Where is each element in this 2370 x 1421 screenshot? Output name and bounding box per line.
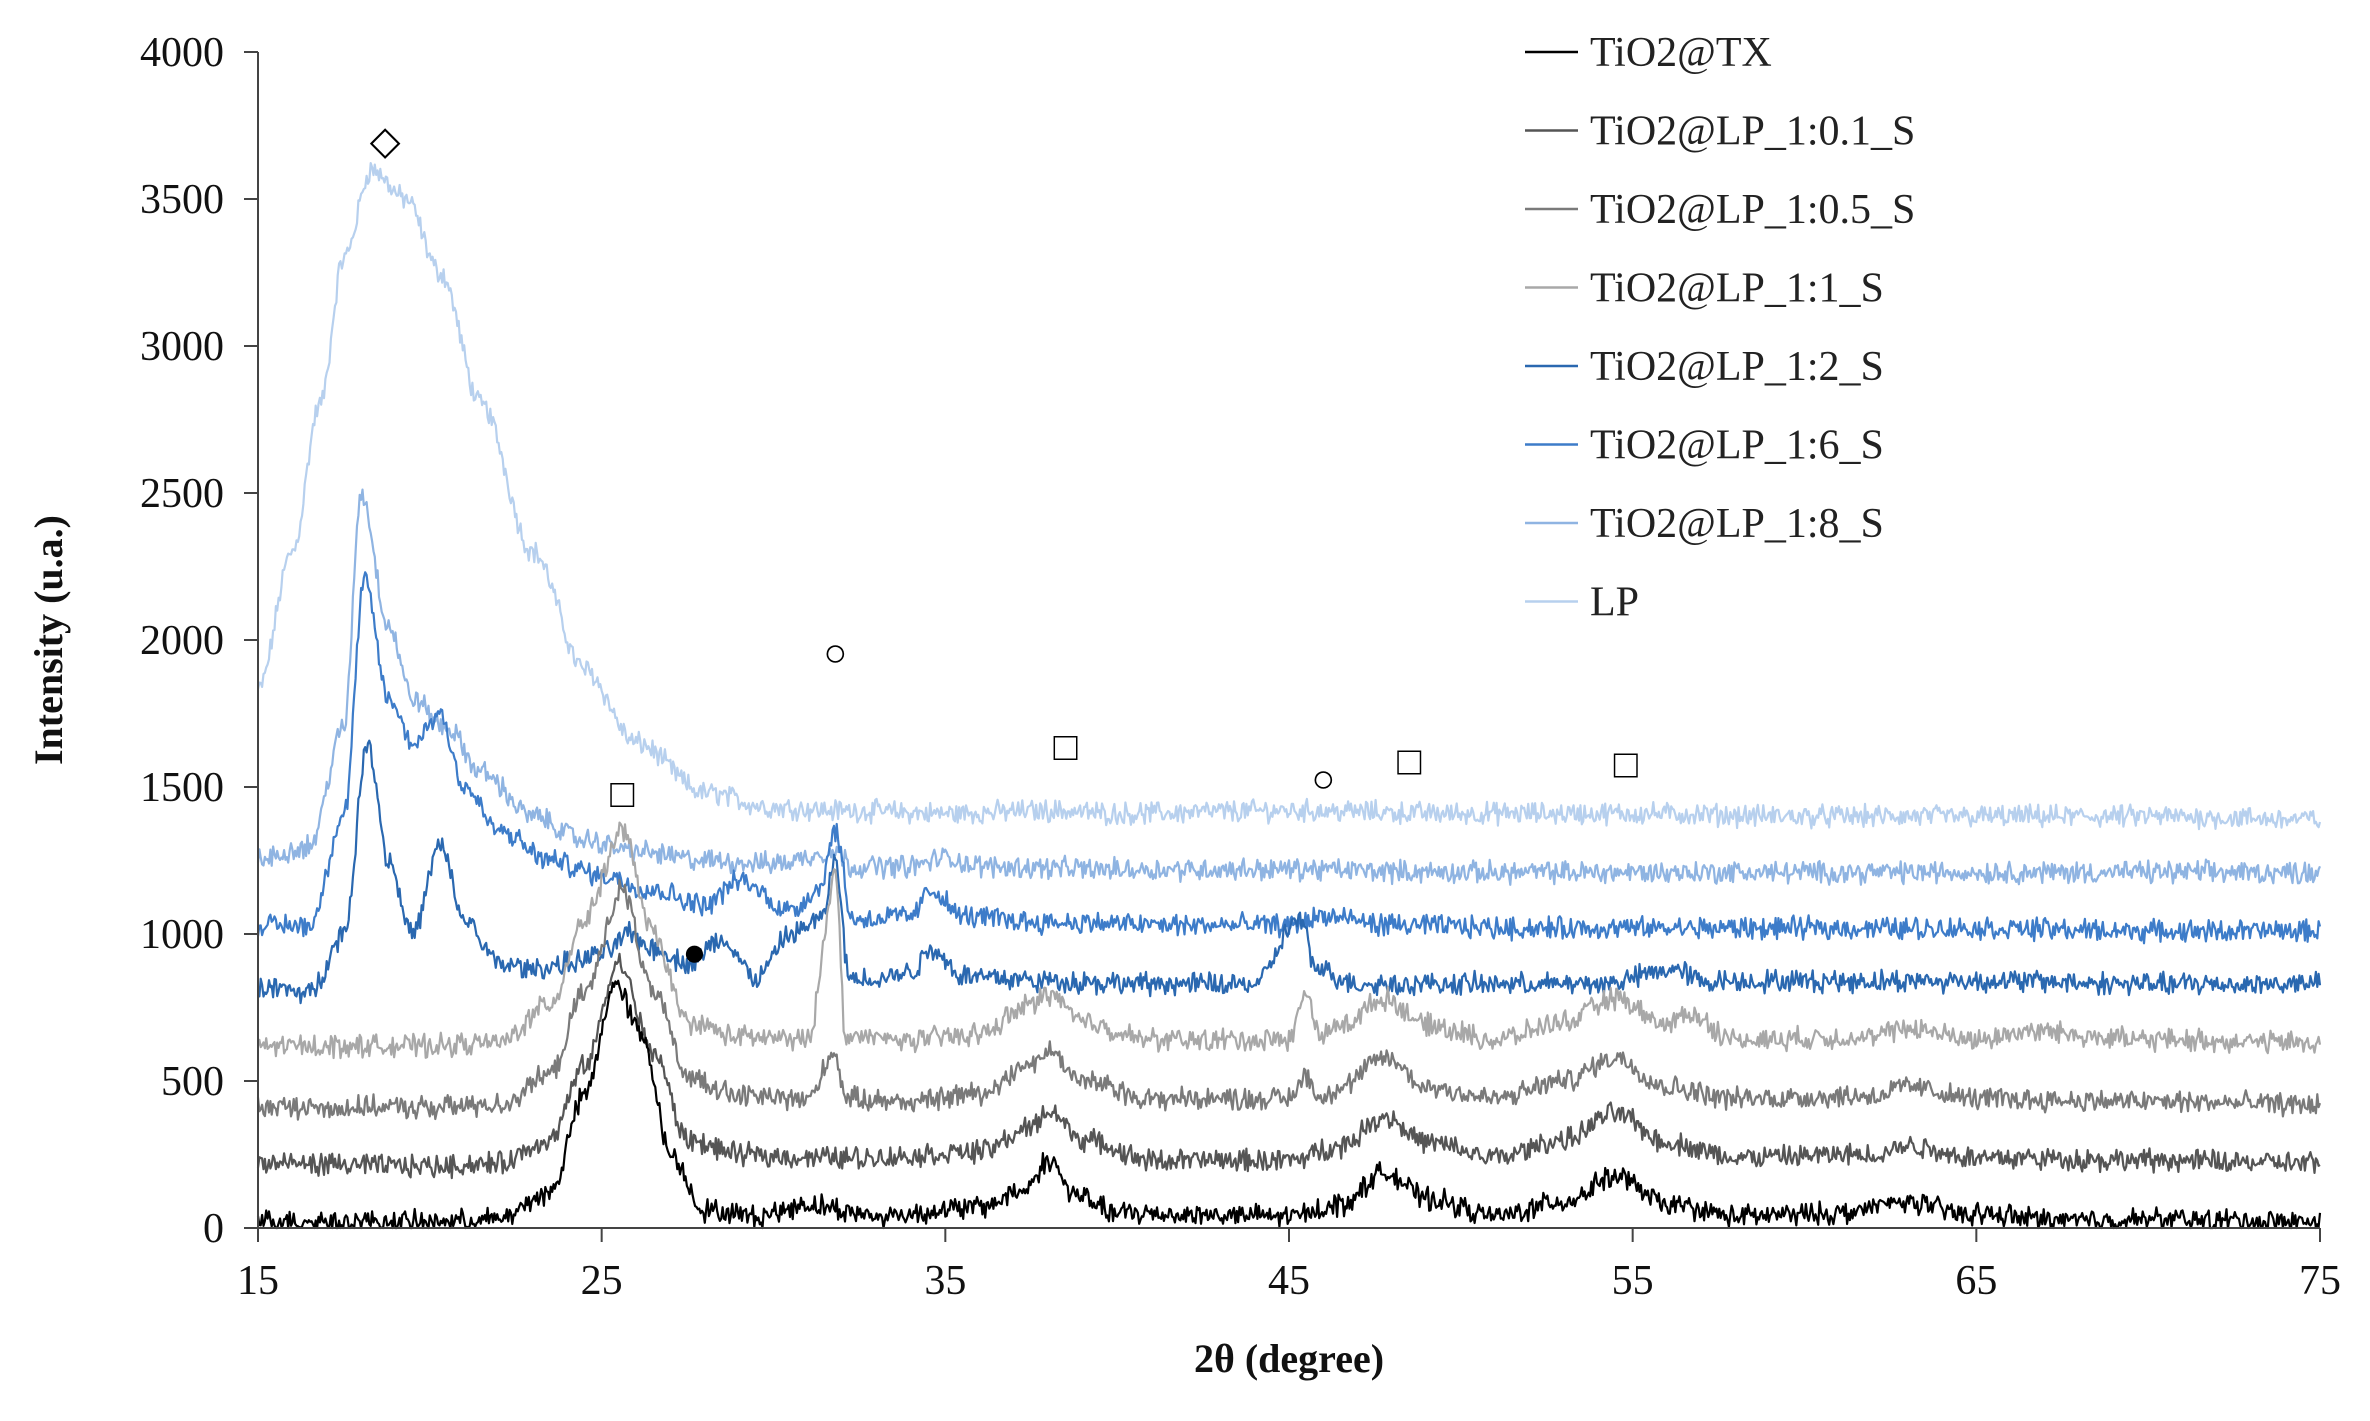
x-tick-label: 45: [1268, 1258, 1310, 1304]
legend-label-1: TiO2@LP_1:0.1_S: [1590, 109, 1915, 155]
y-tick-label: 500: [161, 1059, 224, 1105]
y-tick-label: 3500: [140, 177, 224, 223]
x-tick-label: 55: [1612, 1258, 1654, 1304]
series-line-2: [256, 878, 2322, 1121]
legend-label-5: TiO2@LP_1:6_S: [1590, 423, 1884, 469]
y-tick-label: 2000: [140, 618, 224, 664]
series-line-0: [256, 979, 2322, 1230]
x-tick-label: 35: [924, 1258, 966, 1304]
legend-label-2: TiO2@LP_1:0.5_S: [1590, 187, 1915, 233]
legend-label-3: TiO2@LP_1:1_S: [1590, 266, 1884, 312]
series-line-5: [256, 571, 2322, 945]
series-line-6: [256, 488, 2322, 886]
series-line-7: [256, 162, 2322, 831]
x-tick-label: 25: [581, 1258, 623, 1304]
legend: TiO2@TX TiO2@LP_1:0.1_S TiO2@LP_1:0.5_S TiO…: [1525, 30, 1915, 626]
legend-label-4: TiO2@LP_1:2_S: [1590, 344, 1884, 390]
peak-marker-2: ●: [682, 930, 706, 975]
y-tick-label: 1500: [140, 765, 224, 811]
y-tick-label: 4000: [140, 30, 224, 76]
y-tick-label: 0: [203, 1206, 224, 1252]
y-axis-title: Intensity (u.a.): [26, 515, 71, 765]
peak-marker-3: ○: [823, 630, 847, 675]
axes: 0 500 1000 1500 2000 2500 3000 3500 4000 15 25 35 45…: [140, 30, 2341, 1304]
series-line-3: [256, 821, 2322, 1060]
annotations-layer: ◇ □ ● ○ □ ○ □ □: [370, 118, 1638, 974]
series-layer: [256, 162, 2322, 1230]
peak-marker-7: □: [1614, 741, 1638, 786]
x-tick-label: 75: [2299, 1258, 2341, 1304]
y-tick-label: 1000: [140, 912, 224, 958]
peak-marker-0: ◇: [370, 118, 401, 163]
y-tick-label: 3000: [140, 324, 224, 370]
legend-label-0: TiO2@TX: [1590, 30, 1772, 76]
peak-marker-5: ○: [1311, 756, 1335, 801]
x-axis-title: 2θ (degree): [1194, 1336, 1384, 1381]
x-tick-label: 15: [237, 1258, 279, 1304]
y-tick-label: 2500: [140, 471, 224, 517]
legend-label-7: LP: [1590, 580, 1639, 626]
series-line-4: [256, 739, 2322, 1005]
peak-marker-6: □: [1397, 739, 1421, 784]
peak-marker-4: □: [1054, 724, 1078, 769]
legend-label-6: TiO2@LP_1:8_S: [1590, 501, 1884, 547]
series-line-1: [256, 952, 2321, 1180]
x-tick-label: 65: [1955, 1258, 1997, 1304]
peak-marker-1: □: [610, 771, 634, 816]
